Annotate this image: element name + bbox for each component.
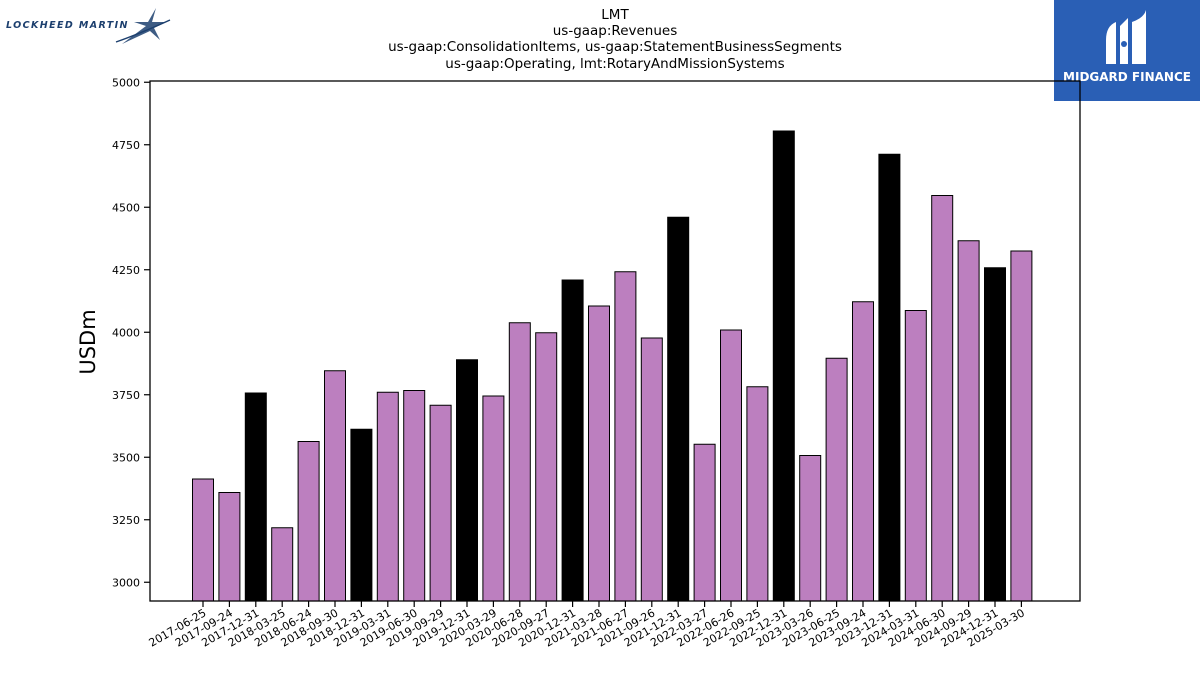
bar-2019-03-31 [376, 391, 399, 602]
bar-2021-12-31 [667, 216, 690, 602]
lockheed-martin-logo: LOCKHEED MARTIN [4, 4, 174, 46]
bar-2022-06-26 [720, 329, 742, 602]
bar-2024-09-29 [957, 240, 980, 602]
bar-2021-03-28 [588, 305, 610, 602]
bar-2020-06-28 [508, 322, 531, 602]
title-axes: us-gaap:ConsolidationItems, us-gaap:Stat… [388, 39, 842, 56]
y-tick-label: 4000 [112, 326, 140, 339]
bar-2024-12-31 [984, 267, 1006, 602]
y-tick-label: 4500 [112, 201, 140, 214]
y-axis: 3000 3250 3500 3750 4000 4250 4500 4750 5000 [112, 76, 150, 589]
y-axis-label: USDm [76, 309, 100, 374]
bar-2022-12-31 [772, 130, 795, 602]
bar-2018-06-24 [297, 441, 320, 602]
bar-2024-03-31 [904, 310, 927, 602]
y-tick-label: 5000 [112, 76, 140, 89]
lockheed-martin-wordmark: LOCKHEED MARTIN [6, 20, 129, 31]
bar-2022-09-25 [746, 386, 769, 602]
bar-2019-09-29 [429, 404, 452, 602]
x-axis: 2017-06-252017-09-242017-12-312018-03-25… [147, 601, 1027, 650]
bar-2017-09-24 [218, 492, 241, 602]
bar-2018-03-25 [271, 527, 294, 602]
y-tick-label: 4750 [112, 139, 140, 152]
y-tick-label: 4250 [112, 264, 140, 277]
bar-2020-09-27 [535, 332, 558, 602]
title-concept: us-gaap:Revenues [552, 23, 678, 40]
midgard-finance-logo: MIDGARD FINANCE [1054, 0, 1200, 101]
bar-2021-09-26 [640, 337, 663, 602]
bar-2018-09-30 [324, 370, 346, 602]
title-ticker: LMT [601, 7, 629, 23]
bar-2023-12-31 [878, 153, 901, 602]
plot-frame [149, 80, 1081, 602]
bar-2023-09-24 [852, 301, 874, 602]
y-tick-label: 3250 [112, 514, 140, 527]
y-tick-label: 3500 [112, 451, 140, 464]
bar-2023-03-26 [799, 455, 822, 602]
y-tick-label: 3000 [112, 576, 140, 589]
bar-2019-12-31 [456, 359, 478, 602]
midgard-finance-wordmark: MIDGARD FINANCE [1063, 70, 1191, 84]
bar-2020-12-31 [561, 279, 584, 602]
bar-2023-06-25 [825, 357, 848, 602]
bar-2020-03-29 [482, 395, 505, 602]
bar-2017-06-25 [192, 478, 214, 602]
star-swoosh-icon [115, 8, 171, 44]
midgard-monogram-icon [1106, 10, 1146, 64]
bars-group [192, 130, 1033, 602]
bar-2019-06-30 [403, 390, 426, 602]
bar-2025-03-30 [1010, 250, 1033, 602]
bar-2022-03-27 [693, 443, 716, 602]
title-members: us-gaap:Operating, lmt:RotaryAndMissionS… [445, 55, 785, 72]
y-tick-label: 3750 [112, 389, 140, 402]
chart-title: LMT us-gaap:Revenues us-gaap:Consolidati… [340, 7, 890, 72]
bar-2017-12-31 [244, 392, 267, 602]
bar-2024-06-30 [931, 195, 954, 602]
bar-2018-12-31 [350, 428, 373, 602]
bar-2021-06-27 [614, 271, 637, 602]
